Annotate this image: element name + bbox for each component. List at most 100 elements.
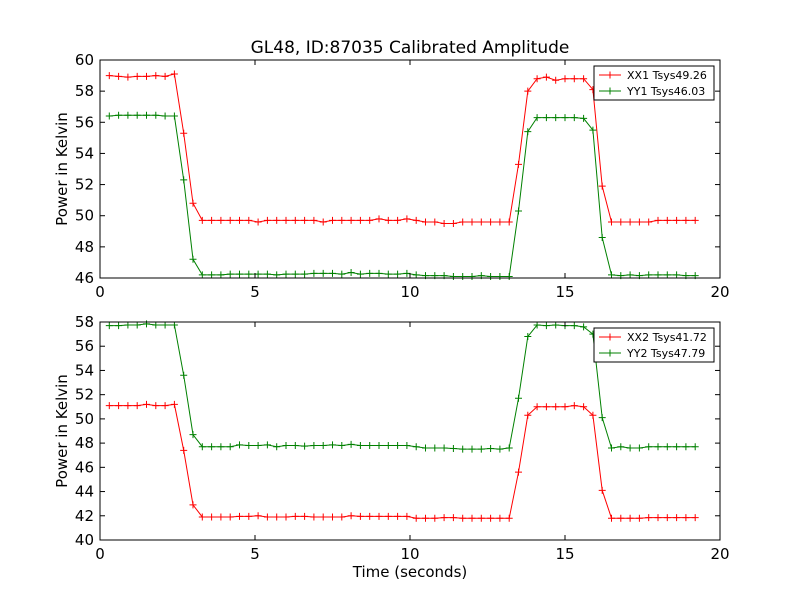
data-point (291, 270, 299, 278)
data-point (682, 514, 690, 522)
data-point (375, 269, 383, 277)
data-point (394, 270, 402, 278)
data-point (208, 271, 216, 279)
data-point (236, 270, 243, 278)
y-tick-label: 44 (75, 483, 94, 501)
data-point (236, 512, 243, 520)
series-line-2-2 (109, 323, 696, 450)
data-point (422, 444, 429, 452)
y-tick-label: 56 (75, 337, 94, 355)
data-point (319, 513, 327, 521)
data-point (673, 443, 681, 451)
data-point (329, 513, 336, 521)
data-point (403, 215, 411, 223)
data-point (487, 445, 495, 453)
data-point (505, 514, 513, 522)
data-point (635, 444, 643, 452)
data-point (217, 216, 225, 224)
data-point (487, 272, 495, 280)
data-point (394, 512, 402, 520)
data-point (598, 182, 606, 190)
data-point (394, 216, 402, 224)
data-point (161, 321, 169, 329)
data-point (208, 216, 216, 224)
data-point (570, 75, 578, 83)
data-point (487, 218, 495, 226)
data-point (375, 512, 383, 520)
data-point (598, 234, 606, 242)
data-point (449, 445, 457, 453)
data-point (505, 272, 513, 280)
data-point (449, 514, 457, 522)
data-point (608, 514, 615, 522)
data-point (254, 270, 262, 278)
data-point (226, 443, 234, 451)
y-axis-label: Power in Kelvin (53, 112, 71, 226)
data-point (366, 216, 374, 224)
data-point (431, 444, 439, 452)
data-point (431, 218, 439, 226)
data-point (459, 514, 467, 522)
data-point (301, 270, 309, 278)
data-point (412, 443, 420, 451)
data-point (570, 114, 578, 122)
data-point (254, 218, 262, 226)
data-point (682, 216, 690, 224)
data-point (403, 269, 411, 277)
data-point (143, 111, 150, 119)
data-point (412, 514, 420, 522)
data-point (347, 269, 355, 277)
data-point (115, 72, 123, 80)
data-point (663, 271, 671, 279)
data-point (273, 443, 281, 451)
data-point (598, 486, 606, 494)
data-point (170, 400, 178, 408)
data-point (673, 216, 681, 224)
data-point (310, 269, 318, 277)
data-point (161, 72, 169, 80)
data-point (505, 444, 513, 452)
data-point (180, 371, 188, 379)
data-point (617, 218, 625, 226)
y-tick-label: 52 (75, 176, 94, 194)
y-tick-label: 40 (75, 531, 94, 549)
legend-entry-label: YY2 Tsys47.79 (626, 347, 705, 360)
legend-entry-label: YY1 Tsys46.03 (626, 85, 705, 98)
data-point (329, 269, 336, 277)
data-point (143, 400, 150, 408)
data-point (515, 160, 522, 168)
data-point (105, 402, 113, 410)
data-point (440, 514, 448, 522)
y-tick-label: 48 (75, 238, 94, 256)
data-point (338, 513, 346, 521)
data-point (542, 322, 550, 330)
data-point (654, 216, 662, 224)
data-point (542, 403, 550, 411)
data-point (626, 271, 634, 279)
data-point (180, 129, 188, 137)
data-point (170, 70, 178, 78)
data-point (105, 112, 113, 120)
data-point (161, 402, 169, 410)
data-point (682, 443, 690, 451)
data-point (356, 442, 364, 450)
x-axis-label: Time (seconds) (352, 563, 468, 581)
data-point (645, 218, 653, 226)
data-point (329, 216, 336, 224)
data-point (422, 514, 429, 522)
data-point (189, 255, 197, 263)
data-point (626, 218, 634, 226)
data-point (617, 514, 625, 522)
data-point (505, 218, 513, 226)
data-point (347, 512, 355, 520)
data-point (468, 445, 476, 453)
y-tick-label: 60 (75, 51, 94, 69)
data-point (570, 322, 578, 330)
data-point (291, 216, 299, 224)
data-point (422, 218, 429, 226)
data-point (263, 441, 271, 449)
data-point (384, 270, 392, 278)
y-tick-label: 50 (75, 410, 94, 428)
data-point (487, 514, 495, 522)
data-point (589, 126, 597, 134)
